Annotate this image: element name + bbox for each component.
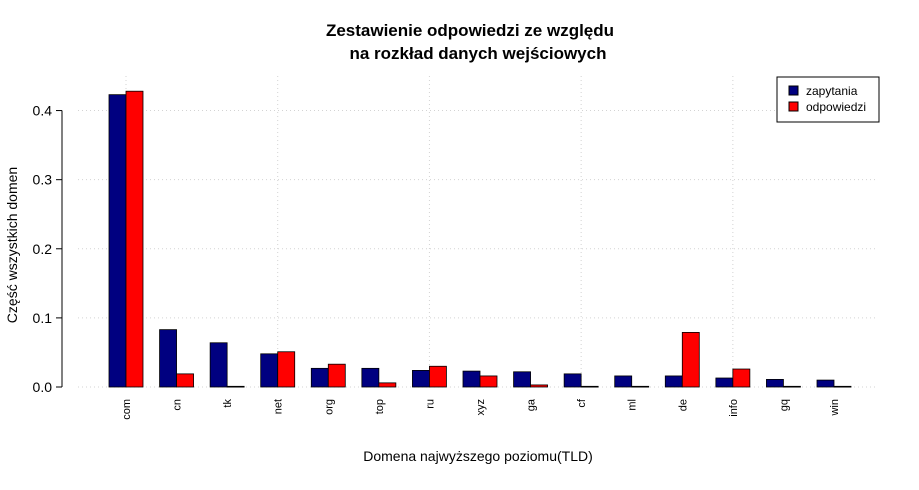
legend-label-zapytania: zapytania [806,84,858,98]
bar-zapytania-net [260,353,279,388]
bar-zapytania-ml [614,375,633,388]
x-tick-label: win [829,399,841,417]
x-tick-labels: com cn tk net org top ru xyz ga cf ml de info gq win [121,398,841,420]
bar-zapytania-gq [766,378,784,388]
x-tick-label: cf [576,398,588,408]
bar-zapytania-cn [159,329,177,388]
bar-odpowiedzi-net [277,351,296,388]
x-tick-label: net [273,399,285,414]
legend-swatch-odpowiedzi [788,101,799,112]
x-axis-title: Domena najwyższego poziomu(TLD) [363,448,593,464]
bar-odpowiedzi-de [681,332,700,388]
legend: zapytania odpowiedzi [776,76,880,123]
bar-odpowiedzi-ga [530,384,548,388]
chart-title-line-1: Zestawienie odpowiedzi ze względu [326,21,614,40]
x-tick-label: ml [627,399,639,411]
bar-zapytania-info [715,377,734,388]
bar-odpowiedzi-cf [580,385,599,388]
x-tick-label: top [374,399,386,414]
chart-title-line-2: na rozkład danych wejściowych [350,44,607,63]
y-tick-label: 0.2 [33,241,53,257]
y-axis-title: Część wszystkich domen [4,167,20,323]
bar-zapytania-tk [209,342,228,388]
bar-odpowiedzi-ml [631,385,650,388]
bar-odpowiedzi-org [327,363,346,388]
x-tick-label: tk [222,399,234,408]
bar-zapytania-org [310,367,329,388]
bar-zapytania-ru [412,370,430,388]
bar-odpowiedzi-gq [783,385,801,388]
x-tick-label: org [323,399,335,415]
x-tick-label: info [728,399,740,417]
x-tick-label: xyz [475,399,487,416]
grid [78,76,878,388]
bar-odpowiedzi-tk [226,385,245,388]
x-tick-label: de [677,399,689,411]
legend-swatch-zapytania [788,85,799,96]
bar-odpowiedzi-top [378,382,397,388]
bar-odpowiedzi-cn [176,373,194,388]
bar-odpowiedzi-win [833,385,852,388]
bar-zapytania-xyz [462,370,481,388]
legend-label-odpowiedzi: odpowiedzi [806,100,866,114]
x-tick-label: cn [172,399,184,411]
x-tick-label: ru [424,399,436,409]
y-tick-label: 0.1 [33,310,53,326]
bar-zapytania-com [108,94,127,388]
bar-zapytania-win [816,379,835,388]
bar-odpowiedzi-xyz [479,375,498,388]
legend-box [776,76,880,123]
bar-odpowiedzi-info [732,368,751,388]
bars [108,90,852,388]
bar-zapytania-top [361,367,380,388]
y-tick-label: 0.0 [33,379,53,395]
y-axis: 0.0 0.1 0.2 0.3 0.4 [33,103,63,395]
x-tick-label: gq [778,399,790,411]
x-tick-label: ga [526,398,538,411]
bar-zapytania-ga [513,371,531,388]
x-tick-label: com [121,399,133,420]
bar-odpowiedzi-ru [429,365,447,388]
bar-zapytania-cf [563,373,582,388]
bar-odpowiedzi-com [125,90,144,388]
y-tick-label: 0.4 [33,103,53,119]
bar-zapytania-de [664,375,683,388]
y-tick-label: 0.3 [33,172,53,188]
